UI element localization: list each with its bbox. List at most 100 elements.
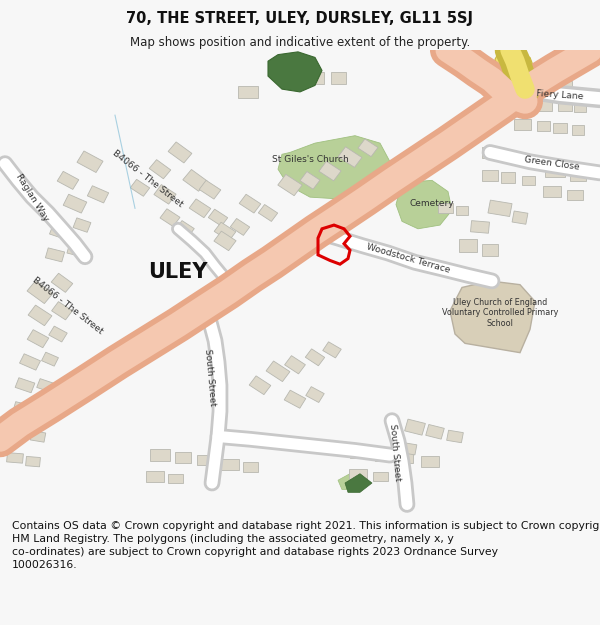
Bar: [331, 72, 346, 84]
Bar: [350, 446, 370, 458]
Bar: [239, 194, 261, 213]
Text: Fiery Lane: Fiery Lane: [536, 89, 584, 101]
Bar: [52, 302, 73, 320]
Bar: [73, 218, 91, 232]
Polygon shape: [495, 50, 535, 89]
Bar: [28, 305, 52, 326]
Bar: [13, 402, 31, 416]
Bar: [278, 174, 302, 196]
Bar: [41, 352, 58, 366]
Bar: [146, 471, 164, 482]
Bar: [27, 281, 53, 304]
Text: South Street: South Street: [203, 349, 217, 407]
Bar: [214, 231, 236, 251]
Bar: [399, 442, 417, 455]
Bar: [150, 449, 170, 461]
Bar: [470, 221, 490, 233]
Polygon shape: [268, 52, 322, 92]
Bar: [558, 101, 572, 111]
Bar: [514, 119, 530, 130]
Bar: [168, 142, 192, 163]
Bar: [482, 147, 498, 158]
Bar: [567, 190, 583, 201]
Bar: [199, 180, 221, 199]
Bar: [538, 84, 552, 95]
Bar: [501, 172, 515, 183]
Bar: [15, 378, 35, 392]
Bar: [558, 81, 572, 93]
Bar: [49, 326, 67, 342]
Bar: [572, 126, 584, 135]
Bar: [338, 147, 362, 168]
Polygon shape: [338, 471, 365, 489]
Text: Map shows position and indicative extent of the property.: Map shows position and indicative extent…: [130, 36, 470, 49]
Text: St Giles's Church: St Giles's Church: [272, 156, 349, 164]
Bar: [349, 469, 367, 479]
Bar: [67, 244, 83, 256]
Bar: [284, 390, 306, 408]
Bar: [306, 387, 324, 402]
Bar: [20, 354, 40, 370]
Bar: [26, 456, 40, 467]
Bar: [306, 72, 324, 84]
Text: B4066 - The Street: B4066 - The Street: [31, 276, 105, 336]
Bar: [30, 431, 46, 442]
Bar: [242, 462, 257, 472]
Bar: [446, 430, 463, 442]
Bar: [154, 184, 176, 204]
Bar: [46, 248, 65, 262]
Text: Raglan Way: Raglan Way: [14, 172, 50, 222]
Bar: [149, 159, 171, 179]
Bar: [208, 209, 228, 226]
Bar: [456, 206, 468, 215]
Bar: [511, 81, 529, 94]
Bar: [459, 239, 477, 252]
Bar: [482, 244, 498, 256]
Text: 70, THE STREET, ULEY, DURSLEY, GL11 5SJ: 70, THE STREET, ULEY, DURSLEY, GL11 5SJ: [127, 11, 473, 26]
Bar: [130, 179, 150, 196]
Bar: [88, 186, 109, 203]
Text: Woodstock Terrace: Woodstock Terrace: [365, 242, 451, 275]
Bar: [49, 224, 71, 240]
Bar: [176, 221, 194, 237]
Bar: [512, 100, 528, 111]
Bar: [521, 176, 535, 185]
Bar: [536, 121, 550, 131]
Bar: [249, 376, 271, 394]
Bar: [421, 456, 439, 468]
Bar: [570, 170, 586, 181]
Bar: [488, 200, 512, 216]
Bar: [373, 472, 388, 481]
Text: ULEY: ULEY: [148, 262, 208, 282]
Bar: [160, 209, 180, 226]
Bar: [183, 169, 207, 191]
Bar: [553, 123, 567, 133]
Bar: [375, 449, 391, 461]
Bar: [238, 86, 258, 98]
Text: B4066 - The Street: B4066 - The Street: [111, 148, 185, 209]
Bar: [51, 273, 73, 292]
Polygon shape: [345, 474, 372, 492]
Bar: [426, 424, 444, 439]
Text: South Street: South Street: [388, 423, 402, 481]
Bar: [319, 161, 341, 181]
Bar: [37, 379, 53, 392]
Bar: [221, 459, 239, 470]
Bar: [397, 452, 413, 463]
Text: Contains OS data © Crown copyright and database right 2021. This information is : Contains OS data © Crown copyright and d…: [12, 521, 600, 571]
Bar: [284, 356, 305, 374]
Text: Green Close: Green Close: [524, 155, 580, 172]
Bar: [77, 151, 103, 173]
Polygon shape: [278, 136, 390, 199]
Bar: [32, 405, 48, 418]
Bar: [538, 101, 552, 111]
Bar: [323, 342, 341, 358]
Bar: [512, 211, 528, 224]
Bar: [258, 204, 278, 221]
Bar: [7, 452, 23, 463]
Bar: [574, 103, 586, 112]
Bar: [305, 349, 325, 366]
Polygon shape: [450, 281, 535, 352]
Bar: [175, 452, 191, 464]
Bar: [358, 139, 378, 157]
